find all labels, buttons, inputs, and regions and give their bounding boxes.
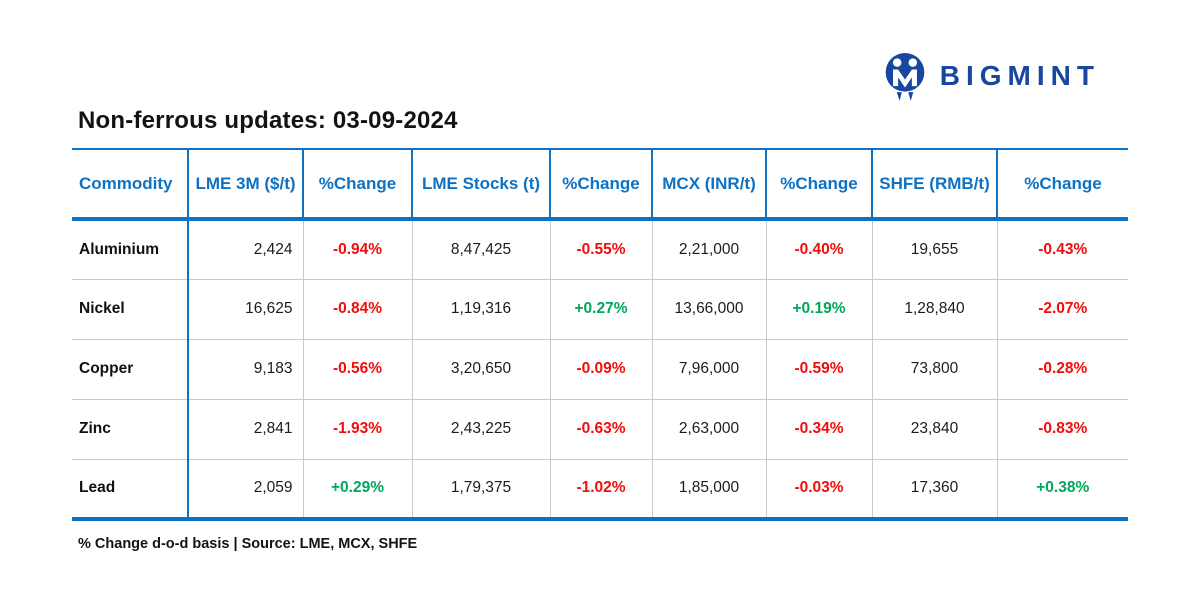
cell-change: -0.63% (549, 398, 652, 459)
commodity-table: Commodity LME 3M ($/t) %Change LME Stock… (72, 148, 1128, 521)
column-header-change-2: %Change (549, 149, 652, 221)
cell-commodity: Nickel (72, 278, 188, 339)
cell-change: -0.84% (302, 278, 412, 339)
cell-change: -0.28% (996, 338, 1128, 399)
brand-wordmark: BIGMINT (939, 60, 1100, 91)
cell-lme-3m: 2,841 (187, 398, 303, 459)
cell-lme-stocks: 3,20,650 (411, 338, 550, 399)
cell-lme-stocks: 8,47,425 (411, 219, 550, 279)
cell-change: -0.03% (765, 458, 872, 519)
column-header-commodity: Commodity (72, 149, 188, 221)
cell-lme-3m: 9,183 (187, 338, 303, 399)
cell-commodity: Zinc (72, 398, 188, 459)
table-row-zinc: Zinc 2,841 -1.93% 2,43,225 -0.63% 2,63,0… (72, 398, 1128, 459)
cell-change: +0.27% (549, 278, 652, 339)
cell-shfe: 17,360 (871, 458, 997, 519)
cell-change: -0.40% (765, 219, 872, 279)
cell-change: -1.93% (302, 398, 412, 459)
cell-lme-stocks: 1,19,316 (411, 278, 550, 339)
cell-change: -0.59% (765, 338, 872, 399)
cell-change: -0.56% (302, 338, 412, 399)
header-row: Commodity LME 3M ($/t) %Change LME Stock… (72, 149, 1128, 221)
cell-lme-3m: 2,059 (187, 458, 303, 519)
column-header-shfe: SHFE (RMB/t) (871, 149, 997, 221)
cell-change: +0.19% (765, 278, 872, 339)
cell-shfe: 19,655 (871, 219, 997, 279)
bigmint-logo: BIGMINT (882, 50, 1100, 102)
cell-commodity: Copper (72, 338, 188, 399)
page-title: Non-ferrous updates: 03-09-2024 (78, 107, 458, 134)
column-header-lme-stocks: LME Stocks (t) (411, 149, 550, 221)
column-header-change-4: %Change (996, 149, 1128, 221)
cell-change: -0.34% (765, 398, 872, 459)
cell-change: +0.29% (302, 458, 412, 519)
cell-mcx: 2,63,000 (651, 398, 766, 459)
bigmint-logo-icon (885, 53, 925, 101)
table-row-copper: Copper 9,183 -0.56% 3,20,650 -0.09% 7,96… (72, 338, 1128, 399)
cell-change: -0.55% (549, 219, 652, 279)
cell-lme-stocks: 1,79,375 (411, 458, 550, 519)
cell-commodity: Aluminium (79, 240, 160, 258)
table-row-aluminium: Aluminium 2,424 -0.94% 8,47,425 -0.55% 2… (72, 219, 1128, 279)
cell-mcx: 1,85,000 (651, 458, 766, 519)
cell-mcx: 7,96,000 (651, 338, 766, 399)
column-header-change-3: %Change (765, 149, 872, 221)
column-header-mcx: MCX (INR/t) (651, 149, 766, 221)
cell-change: -2.07% (996, 278, 1128, 339)
cell-change: -0.43% (996, 219, 1128, 279)
table-row-lead: Lead 2,059 +0.29% 1,79,375 -1.02% 1,85,0… (72, 458, 1128, 519)
source-note: % Change d-o-d basis | Source: LME, MCX,… (78, 536, 418, 552)
cell-lme-3m: 16,625 (187, 278, 303, 339)
cell-mcx: 13,66,000 (651, 278, 766, 339)
cell-commodity: Lead (72, 458, 188, 519)
cell-mcx: 2,21,000 (651, 219, 766, 279)
cell-change: -0.09% (549, 338, 652, 399)
cell-change: -0.83% (996, 398, 1128, 459)
column-header-change-1: %Change (302, 149, 412, 221)
cell-shfe: 1,28,840 (871, 278, 997, 339)
cell-shfe: 73,800 (871, 338, 997, 399)
cell-change: -0.94% (302, 219, 412, 279)
cell-lme-stocks: 2,43,225 (411, 398, 550, 459)
column-header-lme-3m: LME 3M ($/t) (187, 149, 303, 221)
table-row-nickel: Nickel 16,625 -0.84% 1,19,316 +0.27% 13,… (72, 278, 1128, 339)
cell-lme-3m: 2,424 (187, 219, 303, 279)
cell-change: -1.02% (549, 458, 652, 519)
cell-shfe: 23,840 (871, 398, 997, 459)
cell-change: +0.38% (996, 458, 1128, 519)
